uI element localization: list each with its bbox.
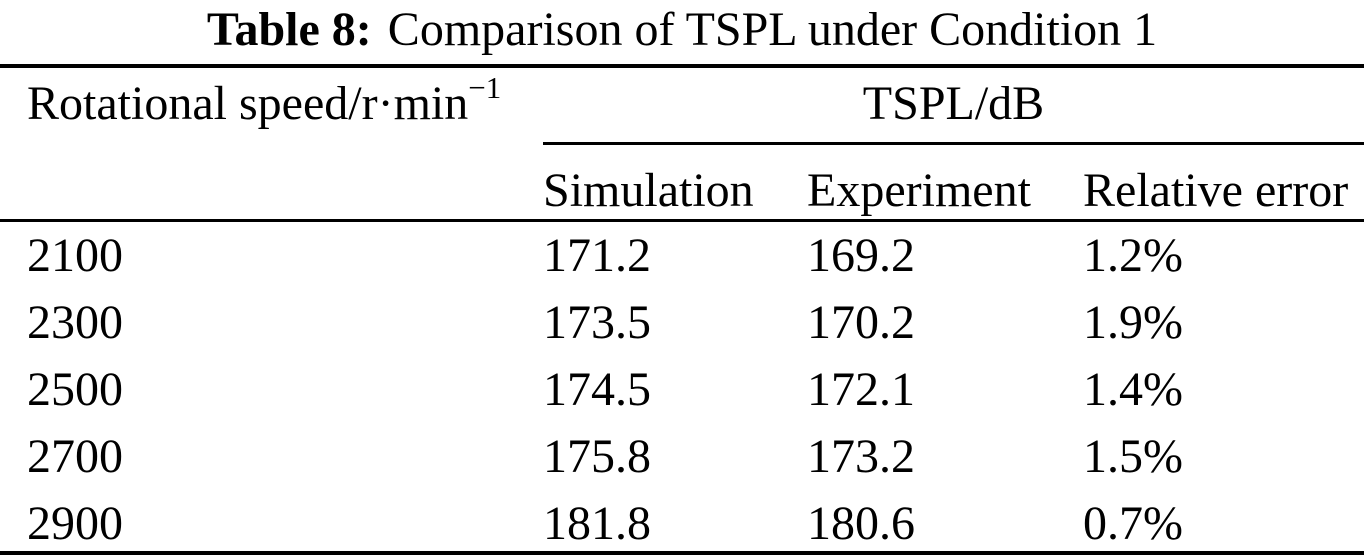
table-row: 2500 174.5 172.1 1.4% bbox=[0, 366, 1364, 414]
table-row: 2900 181.8 180.6 0.7% bbox=[0, 500, 1364, 548]
superscript-exponent: −1 bbox=[468, 70, 502, 105]
cell-relative-error: 1.5% bbox=[1083, 430, 1183, 483]
cell-experiment: 169.2 bbox=[807, 229, 915, 282]
table-caption: Table 8: Comparison of TSPL under Conditi… bbox=[0, 4, 1364, 56]
rule-group-underline bbox=[543, 142, 1364, 145]
rule-header-bottom bbox=[0, 219, 1364, 222]
cell-experiment: 180.6 bbox=[807, 497, 915, 550]
col-header-rotational-speed: Rotational speed/r·min−1 bbox=[27, 70, 501, 133]
cell-relative-error: 1.4% bbox=[1083, 363, 1183, 416]
cell-simulation: 171.2 bbox=[543, 229, 651, 282]
cell-speed: 2700 bbox=[27, 430, 123, 483]
cell-simulation: 173.5 bbox=[543, 296, 651, 349]
caption-text: Comparison of TSPL under Condition 1 bbox=[387, 3, 1158, 56]
col-header-rotational-speed-text: Rotational speed/r·min bbox=[27, 77, 469, 130]
cell-speed: 2300 bbox=[27, 296, 123, 349]
cell-experiment: 170.2 bbox=[807, 296, 915, 349]
table-row: 2300 173.5 170.2 1.9% bbox=[0, 299, 1364, 347]
cell-simulation: 181.8 bbox=[543, 497, 651, 550]
cell-relative-error: 0.7% bbox=[1083, 497, 1183, 550]
cell-experiment: 173.2 bbox=[807, 430, 915, 483]
rule-bottom bbox=[0, 551, 1364, 555]
group-header-tspl: TSPL/dB bbox=[862, 77, 1045, 130]
subheader-experiment: Experiment bbox=[807, 164, 1031, 217]
cell-speed: 2100 bbox=[27, 229, 123, 282]
cell-simulation: 174.5 bbox=[543, 363, 651, 416]
cell-simulation: 175.8 bbox=[543, 430, 651, 483]
cell-speed: 2500 bbox=[27, 363, 123, 416]
cell-experiment: 172.1 bbox=[807, 363, 915, 416]
table-row: 2100 171.2 169.2 1.2% bbox=[0, 232, 1364, 280]
table-row: 2700 175.8 173.2 1.5% bbox=[0, 433, 1364, 481]
cell-speed: 2900 bbox=[27, 497, 123, 550]
subheader-relative-error: Relative error bbox=[1083, 164, 1349, 217]
rule-top bbox=[0, 64, 1364, 68]
subheader-simulation: Simulation bbox=[543, 164, 754, 217]
cell-relative-error: 1.9% bbox=[1083, 296, 1183, 349]
caption-label: Table 8: bbox=[206, 3, 372, 56]
cell-relative-error: 1.2% bbox=[1083, 229, 1183, 282]
